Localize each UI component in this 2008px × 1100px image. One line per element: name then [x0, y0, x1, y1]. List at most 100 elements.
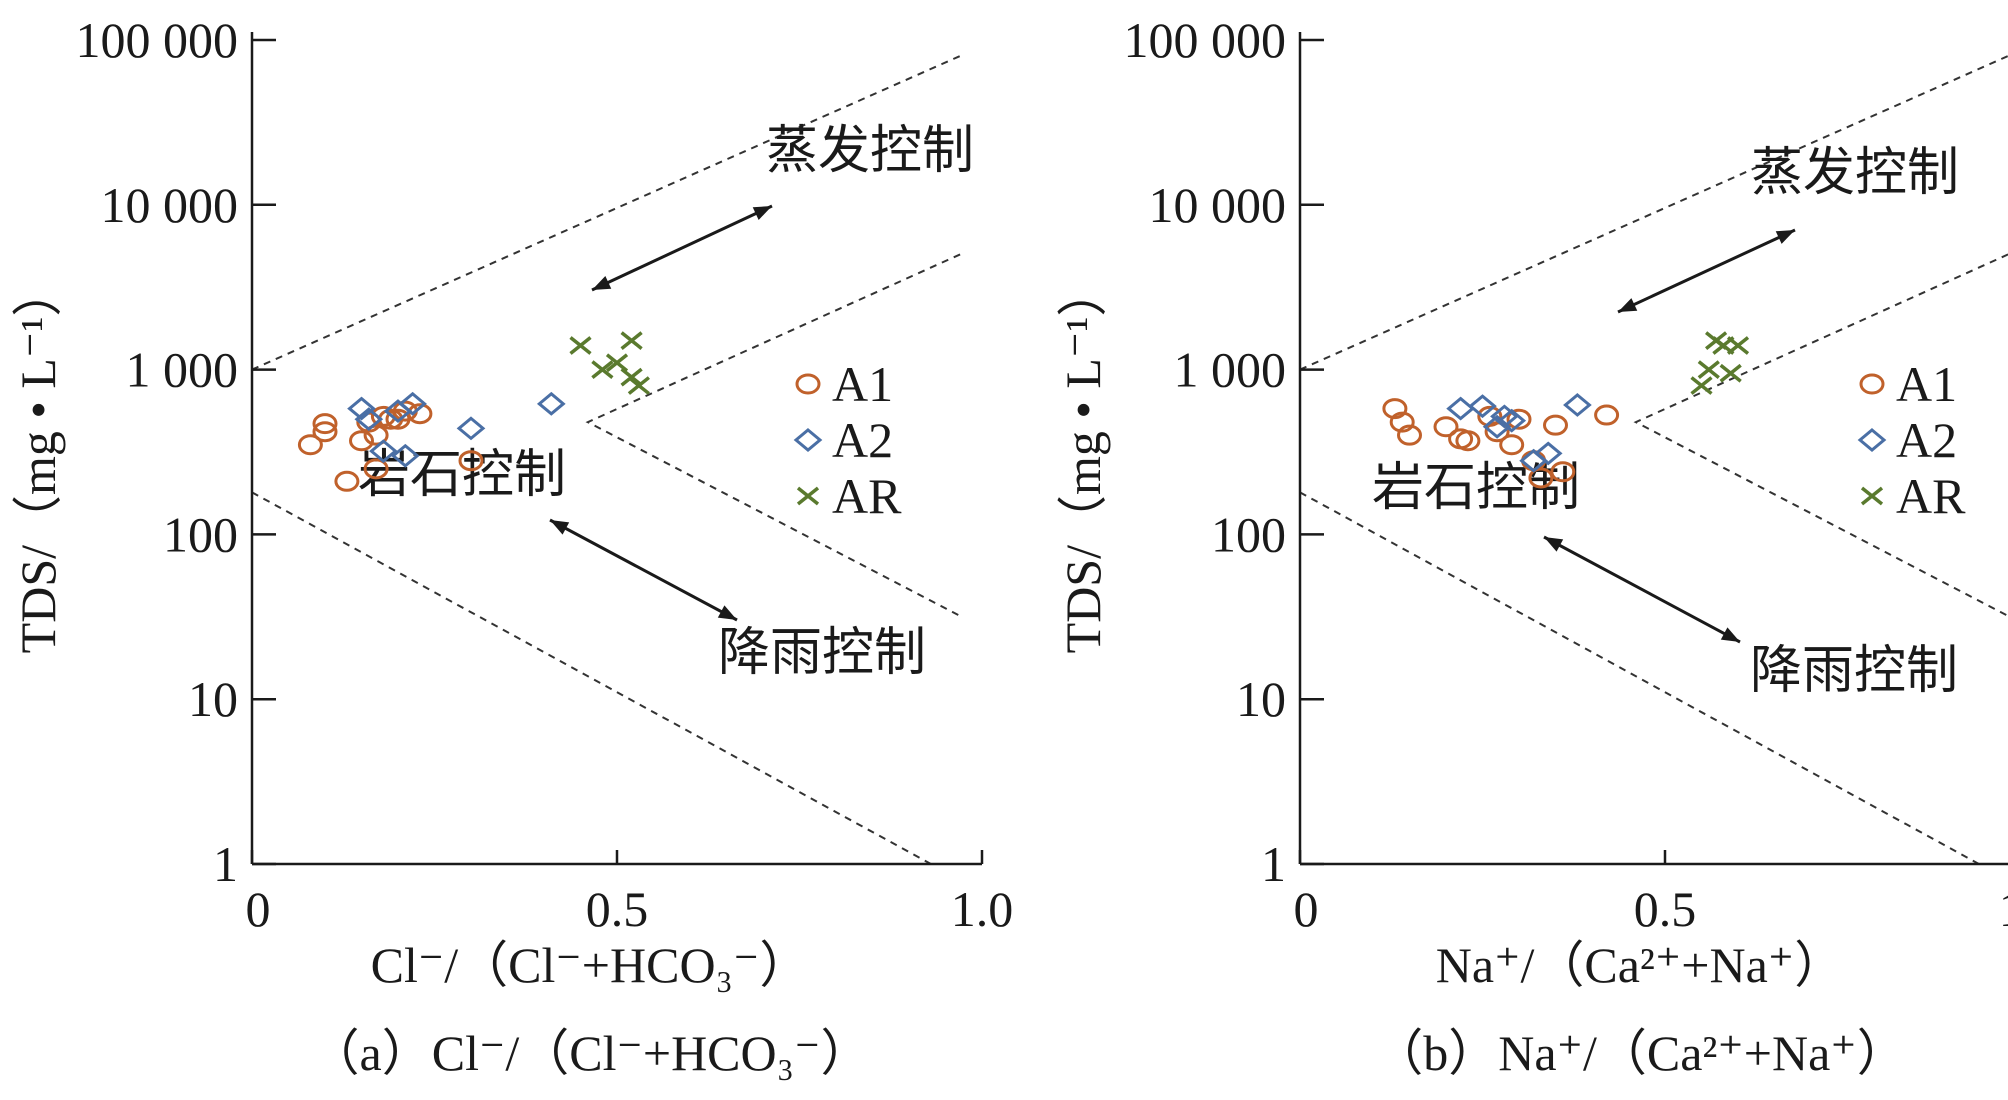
data-point-a1: [1455, 430, 1481, 452]
y-tick-label: 1: [1261, 836, 1286, 892]
series-a1: [297, 400, 484, 492]
y-tick-label: 10: [1236, 671, 1286, 727]
legend-marker-ar: [1860, 486, 1884, 506]
data-point-a1: [363, 424, 389, 446]
series-ar: [1690, 331, 1750, 395]
data-point-a1: [349, 430, 374, 452]
panel-caption: （a）Cl⁻/（Cl⁻+HCO₃⁻）: [310, 1025, 871, 1081]
evaporation-label: 蒸发控制: [766, 121, 974, 181]
legend-marker-a1: [795, 373, 821, 395]
double-arrow: [1617, 228, 1796, 314]
series-a2: [1446, 393, 1592, 473]
middle-boundary-line: [1633, 253, 2008, 617]
data-point-ar: [1726, 336, 1750, 355]
data-point-a2: [1497, 408, 1527, 433]
data-point-a1: [458, 450, 484, 472]
data-point-a2: [536, 391, 566, 416]
rock-label: 岩石控制: [1372, 458, 1580, 518]
double-arrow: [549, 518, 738, 622]
x-tick-label: 0.5: [1634, 881, 1697, 937]
data-point-a2: [347, 396, 376, 421]
data-point-ar: [1697, 360, 1720, 379]
x-tick-label: 1.0: [1999, 881, 2008, 937]
legend-label-a1: A1: [832, 356, 893, 412]
data-point-a1: [334, 470, 360, 492]
evaporation-label: 蒸发控制: [1751, 143, 1959, 203]
x-tick-label: 1.0: [951, 881, 1014, 937]
data-point-a1: [1528, 467, 1554, 489]
data-point-a2: [1446, 396, 1475, 421]
series-a1: [1382, 398, 1620, 489]
data-point-ar: [1719, 363, 1742, 383]
x-tick-label: 0: [1294, 881, 1319, 937]
data-point-a1: [1484, 421, 1510, 443]
data-point-a1: [1382, 398, 1408, 420]
y-tick-label: 10 000: [101, 177, 239, 233]
y-tick-label: 100 000: [76, 12, 239, 68]
y-axis-title: TDS/（mg • L⁻¹）: [10, 267, 66, 654]
double-arrow: [591, 204, 773, 292]
data-point-a1: [1499, 434, 1525, 456]
data-point-ar: [591, 360, 614, 379]
y-tick-label: 100: [163, 506, 238, 562]
legend-label-ar: AR: [1896, 468, 1966, 524]
y-tick-label: 1 000: [126, 342, 239, 398]
data-point-a1: [1506, 408, 1532, 430]
legend-label-ar: AR: [832, 468, 902, 524]
legend-marker-a2: [1857, 428, 1887, 452]
data-point-ar: [605, 353, 629, 373]
legend-label-a2: A2: [1896, 412, 1957, 468]
data-point-a2: [369, 439, 398, 464]
data-point-ar: [620, 331, 643, 350]
data-point-a1: [1543, 414, 1568, 436]
upper-boundary-line: [251, 55, 961, 371]
panel-b: 1 10 100 1 000 10 000 100 000 0 0.5 1.0 TDS/（mg •…: [1055, 12, 2008, 1081]
legend-label-a1: A1: [1896, 356, 1957, 412]
data-point-a1: [1397, 424, 1422, 446]
upper-boundary-line: [1299, 55, 2008, 371]
data-point-a2: [390, 443, 420, 468]
y-tick-label: 10: [188, 671, 238, 727]
y-tick-label: 1: [213, 836, 238, 892]
panel-caption: （b）Na⁺/（Ca²⁺+Na⁺）: [1373, 1025, 1906, 1081]
data-point-a1: [1594, 404, 1620, 426]
precipitation-label: 降雨控制: [718, 623, 926, 683]
panel-a: 1 10 100 1 000 10 000 100 000 0 0.5 1.0 TDS/（mg •…: [10, 12, 1013, 1081]
data-point-a1: [1550, 461, 1576, 483]
x-axis-title: Na⁺/（Ca²⁺+Na⁺）: [1436, 937, 1844, 993]
y-tick-label: 100 000: [1124, 12, 1287, 68]
data-point-a1: [1389, 411, 1415, 433]
double-arrow: [1543, 535, 1741, 644]
data-point-ar: [620, 367, 643, 387]
x-axis-title: Cl⁻/（Cl⁻+HCO₃⁻）: [371, 937, 810, 993]
series-ar: [569, 331, 650, 395]
data-point-a1: [1433, 416, 1459, 438]
y-tick-label: 1 000: [1174, 342, 1287, 398]
legend-marker-ar: [796, 486, 820, 506]
series-a2: [347, 391, 566, 468]
precipitation-label: 降雨控制: [1750, 641, 1958, 701]
data-point-a1: [312, 413, 338, 435]
data-point-a2: [354, 407, 384, 432]
data-point-a1: [297, 434, 323, 456]
data-point-a2: [398, 391, 427, 416]
y-tick-label: 10 000: [1149, 177, 1287, 233]
y-axis-title: TDS/（mg • L⁻¹）: [1055, 267, 1111, 654]
y-tick-label: 100: [1211, 506, 1286, 562]
legend-marker-a2: [793, 428, 823, 452]
data-point-a1: [312, 421, 338, 443]
data-point-ar: [627, 376, 650, 395]
data-point-ar: [1690, 376, 1713, 395]
data-point-a2: [1533, 441, 1563, 466]
data-point-a2: [1468, 394, 1497, 419]
data-point-ar: [569, 336, 592, 355]
legend-marker-a1: [1859, 373, 1885, 395]
data-point-a2: [456, 416, 486, 441]
x-tick-label: 0: [246, 881, 271, 937]
data-point-a2: [1563, 393, 1592, 417]
